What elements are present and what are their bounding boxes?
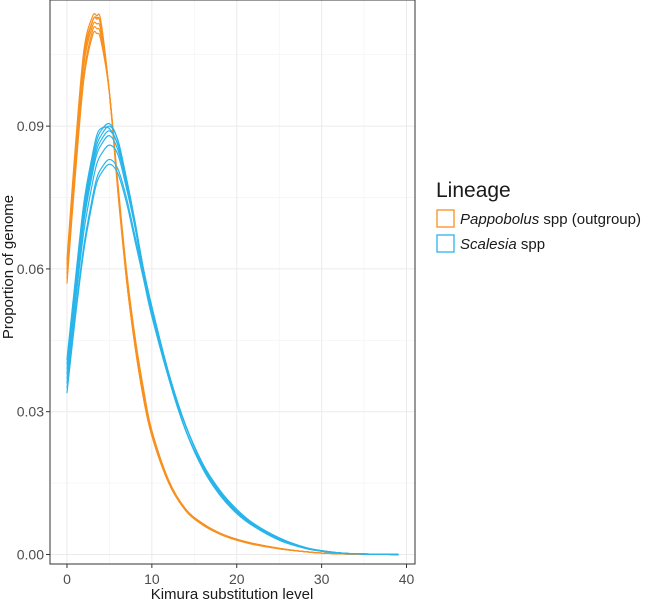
legend-rest-scalesia: spp	[517, 236, 545, 253]
x-tick-label: 10	[144, 571, 160, 587]
legend-rest-pappobolus: spp (outgroup)	[539, 211, 641, 228]
x-axis-title: Kimura substitution level	[151, 586, 314, 603]
y-tick-label: 0.09	[17, 118, 44, 134]
legend-key-scalesia	[436, 234, 455, 253]
legend-title: Lineage	[436, 179, 511, 202]
legend-genus-scalesia: Scalesia	[460, 236, 517, 253]
y-tick-label: 0.06	[17, 261, 44, 277]
panel-border	[49, 0, 416, 565]
x-tick-label: 0	[63, 571, 71, 587]
legend-genus-pappobolus: Pappobolus	[460, 211, 540, 228]
panel-background	[50, 0, 415, 564]
curves	[66, 13, 399, 556]
axis-ticks: 0 10 20 30 40 0.00 0.03 0.06 0.09	[17, 118, 415, 587]
legend-item-pappobolus: Pappobolus spp (outgroup)	[436, 209, 641, 228]
legend-label-scalesia: Scalesia spp	[460, 236, 545, 253]
legend-item-scalesia: Scalesia spp	[436, 234, 545, 253]
legend: Lineage Pappobolus spp (outgroup) Scales…	[436, 179, 641, 253]
legend-label-pappobolus: Pappobolus spp (outgroup)	[460, 211, 641, 228]
y-tick-label: 0.00	[17, 546, 44, 562]
curve-pappobolus	[66, 13, 399, 556]
y-tick-label: 0.03	[17, 404, 44, 420]
legend-key-pappobolus	[436, 209, 455, 228]
x-tick-label: 20	[229, 571, 245, 587]
y-axis-title: Proportion of genome	[0, 195, 17, 339]
x-tick-label: 30	[314, 571, 330, 587]
x-tick-label: 40	[399, 571, 415, 587]
curve-scalesia	[66, 126, 399, 556]
